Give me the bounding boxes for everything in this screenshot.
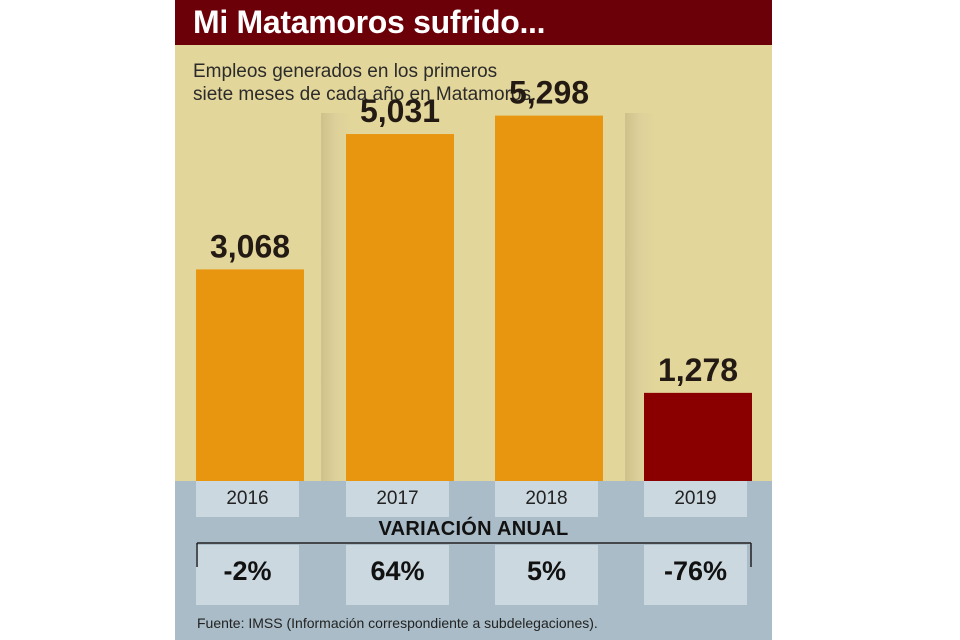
source-note: Fuente: IMSS (Información correspondient…: [197, 615, 598, 631]
variation-2019: -76%: [663, 556, 728, 586]
chart-title: Mi Matamoros sufrido...: [193, 4, 546, 40]
bar-chart: 3,068 5,031 5,298 1,278: [196, 75, 752, 567]
variation-cell: [346, 545, 449, 605]
subtitle-line: siete meses de cada año en Matamoros.: [193, 84, 537, 105]
variation-bracket: [196, 542, 752, 567]
variation-title: VARIACIÓN ANUAL: [378, 518, 569, 540]
chart-panel: Mi Matamoros sufrido... Empleos generado…: [175, 0, 772, 640]
year-cell: [196, 481, 299, 517]
bar-2018: [495, 115, 603, 481]
variation-cell: [495, 545, 598, 605]
tick-label-2018: 2018: [525, 488, 568, 509]
bar-2017: [346, 134, 454, 481]
tick-label-2016: 2016: [226, 488, 269, 509]
variation-cell: [644, 545, 747, 605]
year-cell: [644, 481, 747, 517]
bar-2019: [644, 392, 752, 481]
subtitle-line: Empleos generados en los primeros: [193, 61, 498, 82]
data-label-2018: 5,298: [509, 75, 589, 111]
value-labels-layer: 3,068 5,031 5,298 1,278: [210, 75, 738, 388]
variation-2017: 64%: [370, 556, 425, 586]
year-cell: [346, 481, 449, 517]
data-label-2016: 3,068: [210, 228, 290, 264]
variation-cell: [196, 545, 299, 605]
data-label-2019: 1,278: [658, 352, 738, 388]
variation-2016: -2%: [223, 556, 272, 586]
data-label-2017: 5,031: [360, 93, 440, 129]
tick-label-2017: 2017: [376, 488, 419, 509]
chart-subtitle: Empleos generados en los primeros siete …: [193, 60, 753, 106]
title-bar: Mi Matamoros sufrido...: [175, 0, 772, 45]
year-cell: [495, 481, 598, 517]
bars-layer: [196, 115, 752, 481]
tick-label-2019: 2019: [674, 488, 717, 509]
bar-2016: [196, 269, 304, 481]
variation-2018: 5%: [526, 556, 567, 586]
